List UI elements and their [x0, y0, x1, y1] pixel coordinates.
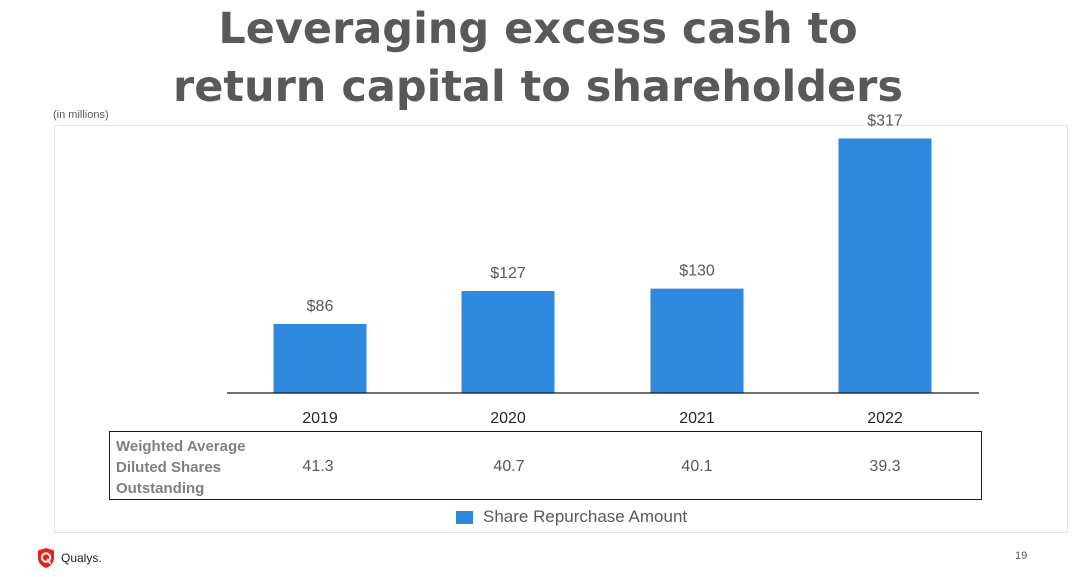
- slide-title: Leveraging excess cash to return capital…: [0, 0, 1076, 116]
- chart-legend: Share Repurchase Amount: [456, 507, 687, 527]
- x-tick-label-2022: 2022: [867, 410, 903, 427]
- data-label-2019: $86: [307, 298, 334, 315]
- table-row-label: Weighted Average Diluted Shares Outstand…: [116, 436, 266, 499]
- chart-panel: [54, 125, 1068, 533]
- bar-2019: [273, 323, 367, 393]
- page-number: 19: [1015, 550, 1028, 562]
- table-cell-2020: 40.7: [493, 458, 525, 475]
- data-label-2022: $317: [867, 112, 903, 129]
- data-label-2021: $130: [679, 263, 715, 280]
- slide-title-line-1: Leveraging excess cash to: [218, 4, 858, 54]
- table-cell-2022: 39.3: [869, 458, 901, 475]
- slide-title-line-2: return capital to shareholders: [173, 62, 903, 112]
- table-row-label-line-3: Outstanding: [116, 480, 205, 497]
- table-row-label-line-1: Weighted Average: [116, 438, 246, 455]
- bar-2021: [650, 288, 744, 393]
- legend-swatch: [456, 510, 473, 524]
- data-label-2020: $127: [490, 265, 526, 282]
- x-tick-label-2019: 2019: [302, 410, 338, 427]
- table-cell-2019: 41.3: [302, 458, 334, 475]
- table-row-label-line-2: Diluted Shares: [116, 459, 222, 476]
- company-logo: Qualys.: [36, 545, 102, 571]
- bar-2022: [838, 138, 932, 393]
- logo-text: Qualys.: [61, 551, 102, 565]
- table-cell-2021: 40.1: [681, 458, 713, 475]
- units-note: (in millions): [53, 109, 109, 121]
- legend-label: Share Repurchase Amount: [483, 507, 688, 526]
- x-tick-label-2021: 2021: [679, 410, 715, 427]
- bar-2020: [461, 291, 555, 393]
- x-tick-label-2020: 2020: [490, 410, 526, 427]
- shares-outstanding-table: Weighted Average Diluted Shares Outstand…: [109, 431, 982, 500]
- qualys-shield-icon: [38, 548, 54, 568]
